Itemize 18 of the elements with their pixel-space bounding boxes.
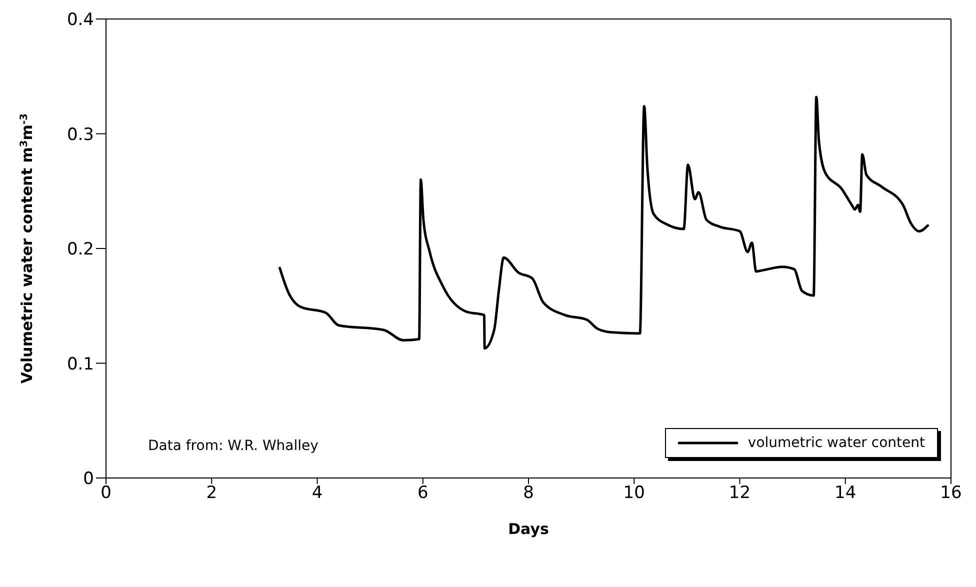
x-axis-title: Days (508, 520, 549, 538)
x-tick-label: 4 (312, 483, 323, 504)
x-tick-label: 16 (940, 483, 962, 504)
y-tick-label: 0.4 (66, 10, 94, 30)
legend-label: volumetric water content (748, 435, 925, 451)
y-tick-label: 0.1 (66, 354, 94, 374)
x-tick-label: 12 (728, 483, 751, 504)
x-tick-label: 0 (100, 483, 112, 504)
y-tick-label: 0.3 (66, 124, 94, 145)
x-tick-label: 14 (834, 483, 856, 504)
annotation: Data from: W.R. Whalley (148, 438, 318, 454)
x-tick-label: 8 (523, 483, 534, 504)
y-tick-label: 0 (83, 469, 94, 490)
x-tick-label: 2 (206, 483, 218, 504)
x-tick-label: 10 (623, 483, 645, 504)
x-tick-label: 6 (417, 483, 428, 504)
y-tick-label: 0.2 (66, 240, 94, 260)
line-series (278, 96, 930, 350)
